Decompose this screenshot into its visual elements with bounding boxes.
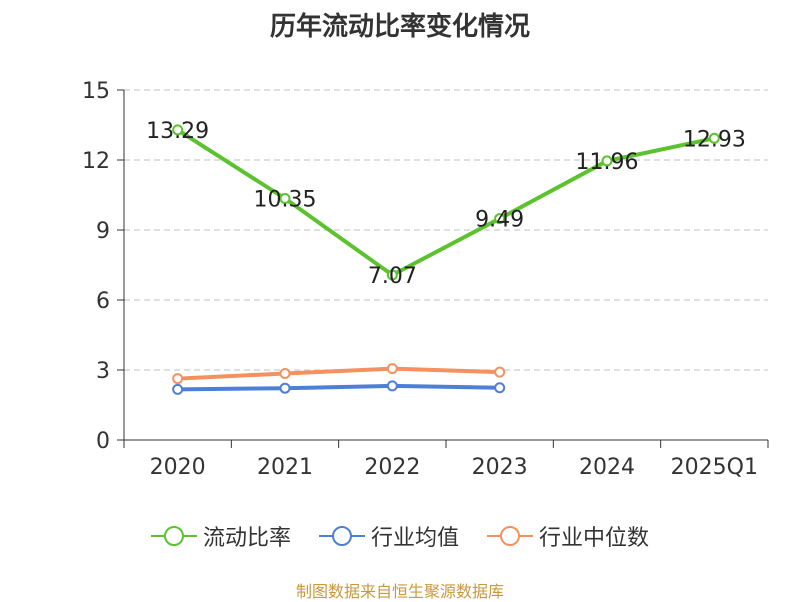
data-label: 11.96 xyxy=(576,150,639,175)
series-points xyxy=(172,124,720,395)
y-tick-label: 15 xyxy=(82,79,110,104)
data-point xyxy=(708,132,720,144)
data-point xyxy=(279,193,291,204)
y-tick-label: 12 xyxy=(82,149,110,174)
data-label: 7.07 xyxy=(368,264,417,289)
legend-label: 行业中位数 xyxy=(539,526,650,551)
chart-title: 历年流动比率变化情况 xyxy=(269,12,530,42)
data-point xyxy=(279,368,291,379)
y-tick-label: 9 xyxy=(96,219,110,244)
legend-item-current-ratio[interactable]: 流动比率 xyxy=(150,520,291,552)
series-lines xyxy=(175,127,717,392)
y-tick-label: 0 xyxy=(96,429,110,454)
x-tick-label: 2025Q1 xyxy=(671,455,758,480)
legend-marker-icon xyxy=(318,526,365,546)
legend-item-industry-mean[interactable]: 行业均值 xyxy=(318,520,459,552)
data-label: 10.35 xyxy=(254,188,317,213)
data-point xyxy=(172,383,184,395)
x-tick-label: 2022 xyxy=(364,455,420,480)
data-point xyxy=(601,155,613,167)
x-tick-label: 2021 xyxy=(257,455,313,480)
data-label: 9.49 xyxy=(475,208,524,233)
legend-item-industry-median[interactable]: 行业中位数 xyxy=(487,520,649,552)
data-point xyxy=(494,382,506,394)
y-tick-label: 6 xyxy=(96,289,110,314)
data-point xyxy=(494,366,506,378)
x-tick-label: 2024 xyxy=(579,455,635,480)
data-point xyxy=(386,380,398,392)
axes: 0 3 6 9 12 15 2020 2021 2022 2023 2024 2025Q1 xyxy=(82,79,769,480)
data-label: 12.93 xyxy=(683,127,746,152)
x-tick-label: 2023 xyxy=(472,455,528,480)
legend-marker-icon xyxy=(150,526,197,546)
data-point xyxy=(494,213,506,225)
legend-label: 流动比率 xyxy=(202,526,291,551)
gridlines xyxy=(124,89,768,371)
source-note: 制图数据来自恒生聚源数据库 xyxy=(295,582,504,601)
y-tick-label: 3 xyxy=(96,359,110,384)
data-point xyxy=(279,382,291,394)
data-point xyxy=(172,373,184,385)
legend-marker-icon xyxy=(487,526,533,546)
legend: 流动比率 行业均值 行业中位数 xyxy=(0,519,800,553)
series-line xyxy=(175,383,502,392)
legend-label: 行业均值 xyxy=(370,526,459,551)
data-point xyxy=(386,269,398,281)
x-tick-label: 2020 xyxy=(150,455,206,480)
data-labels: 13.29 10.35 7.07 9.49 11.96 12.93 xyxy=(146,119,746,289)
data-label: 13.29 xyxy=(146,119,209,144)
data-point xyxy=(172,124,184,136)
series-line xyxy=(175,366,502,381)
data-point xyxy=(386,363,398,375)
series-line xyxy=(175,127,717,278)
